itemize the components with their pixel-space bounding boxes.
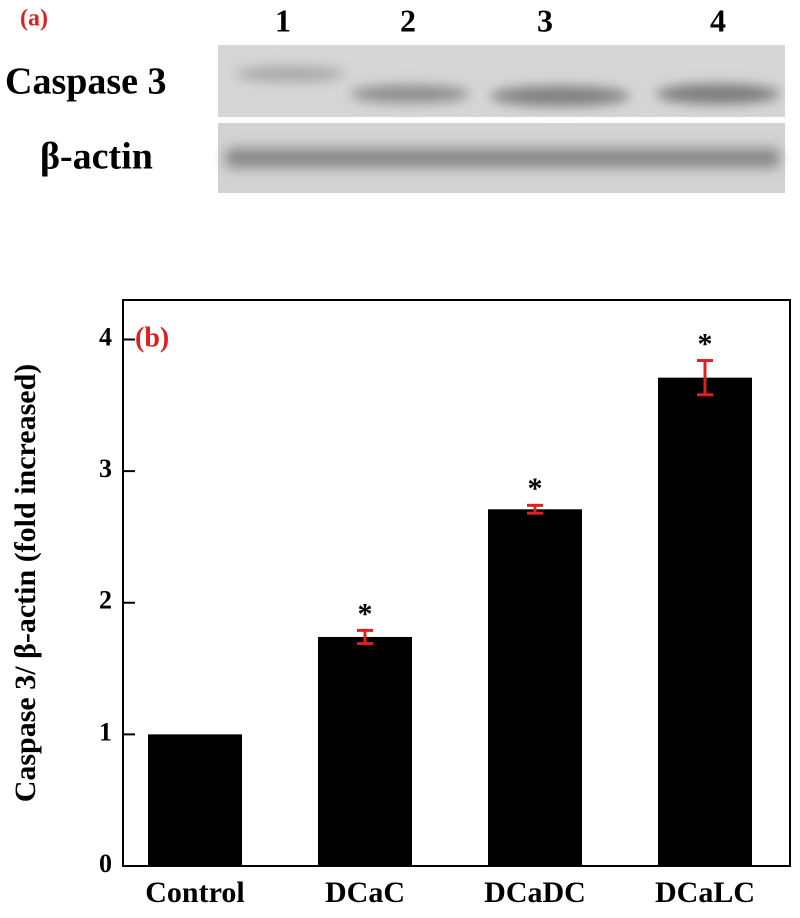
panel-label: (a) <box>20 6 48 32</box>
x-tick-label: DCaDC <box>484 876 586 909</box>
x-tick-label: DCaC <box>325 876 405 909</box>
lane-label: 4 <box>710 2 726 38</box>
blot-row-label: Caspase 3 <box>5 61 167 103</box>
x-tick-label: Control <box>145 876 244 909</box>
lane-label: 3 <box>537 2 553 38</box>
significance-mark: * <box>698 327 713 360</box>
bar <box>488 509 582 866</box>
blot-row-label: β-actin <box>40 136 153 178</box>
x-tick-label: DCaLC <box>655 876 755 909</box>
panel-label: (b) <box>135 322 169 353</box>
y-tick-label: 4 <box>99 322 112 351</box>
y-tick-label: 1 <box>99 717 112 746</box>
significance-mark: * <box>528 472 543 505</box>
y-tick-label: 2 <box>99 586 112 615</box>
significance-mark: * <box>358 597 373 630</box>
bar <box>658 377 752 866</box>
y-tick-label: 3 <box>99 454 112 483</box>
lane-label: 2 <box>400 2 416 38</box>
lane-label: 1 <box>275 2 291 38</box>
plot-frame <box>122 299 791 867</box>
bar <box>148 734 242 866</box>
blot-image <box>218 45 785 193</box>
y-tick-label: 0 <box>99 849 112 878</box>
bar <box>318 636 412 866</box>
y-axis-label: Caspase 3/ β-actin (fold increased) <box>9 364 42 803</box>
